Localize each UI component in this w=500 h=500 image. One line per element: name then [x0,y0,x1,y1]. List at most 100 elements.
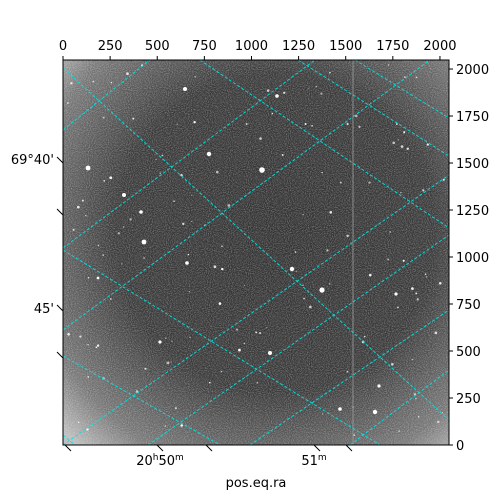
y-tick-label: 500 [456,345,481,360]
grid-line [63,60,316,249]
star [411,287,414,291]
star [85,215,87,217]
star [189,336,191,338]
star [326,249,329,252]
star [352,406,354,408]
star [400,191,402,194]
x-tick-label: 1500 [329,39,362,54]
star [92,80,95,83]
star [415,292,418,295]
star [103,179,106,182]
star [96,344,100,347]
star [161,154,164,157]
star [87,344,89,346]
star [227,204,231,207]
star [308,87,310,89]
star [193,120,196,124]
star [86,428,89,431]
star [102,116,105,119]
star [398,430,400,432]
star [402,259,405,262]
star [404,76,406,78]
star [135,390,139,393]
star [243,342,246,345]
star [424,273,427,275]
x-tick-label: 0 [59,39,67,54]
x-tick-label: 1000 [235,39,268,54]
star [368,273,372,277]
star [426,276,428,278]
star [256,381,259,384]
bright-star [377,384,381,388]
star [170,361,172,363]
y-tick-label: 1500 [456,157,489,172]
y-tick-label: 250 [456,392,481,407]
star [329,211,333,214]
coordinate-grid [63,60,449,445]
star [176,123,178,125]
star [76,205,80,209]
star [302,213,304,216]
star [283,91,286,94]
star [259,137,262,140]
star [182,222,185,226]
grid-line [199,60,449,229]
x-tick-label: 1250 [282,39,315,54]
star [346,122,349,126]
y-tick-label: 0 [456,439,464,454]
star [238,348,241,352]
star [173,200,175,202]
star [188,291,190,293]
star [220,370,223,373]
star [67,332,70,336]
star [174,407,177,410]
dec-axis: 69°40' 45' [11,153,64,359]
star [117,232,120,235]
bright-star [259,167,265,173]
star [81,199,84,202]
star [180,424,183,427]
star [159,172,161,174]
star [79,335,82,338]
star [339,181,342,184]
ra-axis: 20h50m 51m [64,444,353,469]
dec-label-2: 45' [34,302,54,317]
star [411,358,414,361]
star [406,147,409,150]
star [166,361,170,365]
star [244,285,246,287]
bright-star [139,210,143,214]
star [266,89,270,92]
x-tick-label: 500 [145,39,170,54]
star [304,123,307,126]
x-tick-label: 250 [98,39,123,54]
star [441,412,443,414]
star [392,141,396,145]
grid-line [349,369,449,445]
star [95,346,98,349]
star [121,263,123,265]
bright-star [289,266,295,272]
star [302,284,304,286]
star [171,340,173,342]
bright-star [183,87,187,91]
star [387,258,390,261]
star [132,117,135,120]
star [109,298,112,300]
dec-label-1: 69°40' [11,153,54,168]
x-tick-label: 750 [192,39,217,54]
star [294,251,297,253]
bright-star [394,292,398,296]
star [87,277,90,279]
star [144,367,147,370]
bright-star [158,340,162,344]
star [417,416,420,418]
star [295,271,297,273]
star [346,370,349,373]
star [213,265,217,269]
grid-line [63,249,381,445]
grid-line [63,60,431,331]
top-pixel-axis: 0 250 500 750 1000 1250 1500 1750 2000 [59,39,457,60]
y-tick-label: 1250 [456,204,489,219]
bright-star [206,151,212,157]
